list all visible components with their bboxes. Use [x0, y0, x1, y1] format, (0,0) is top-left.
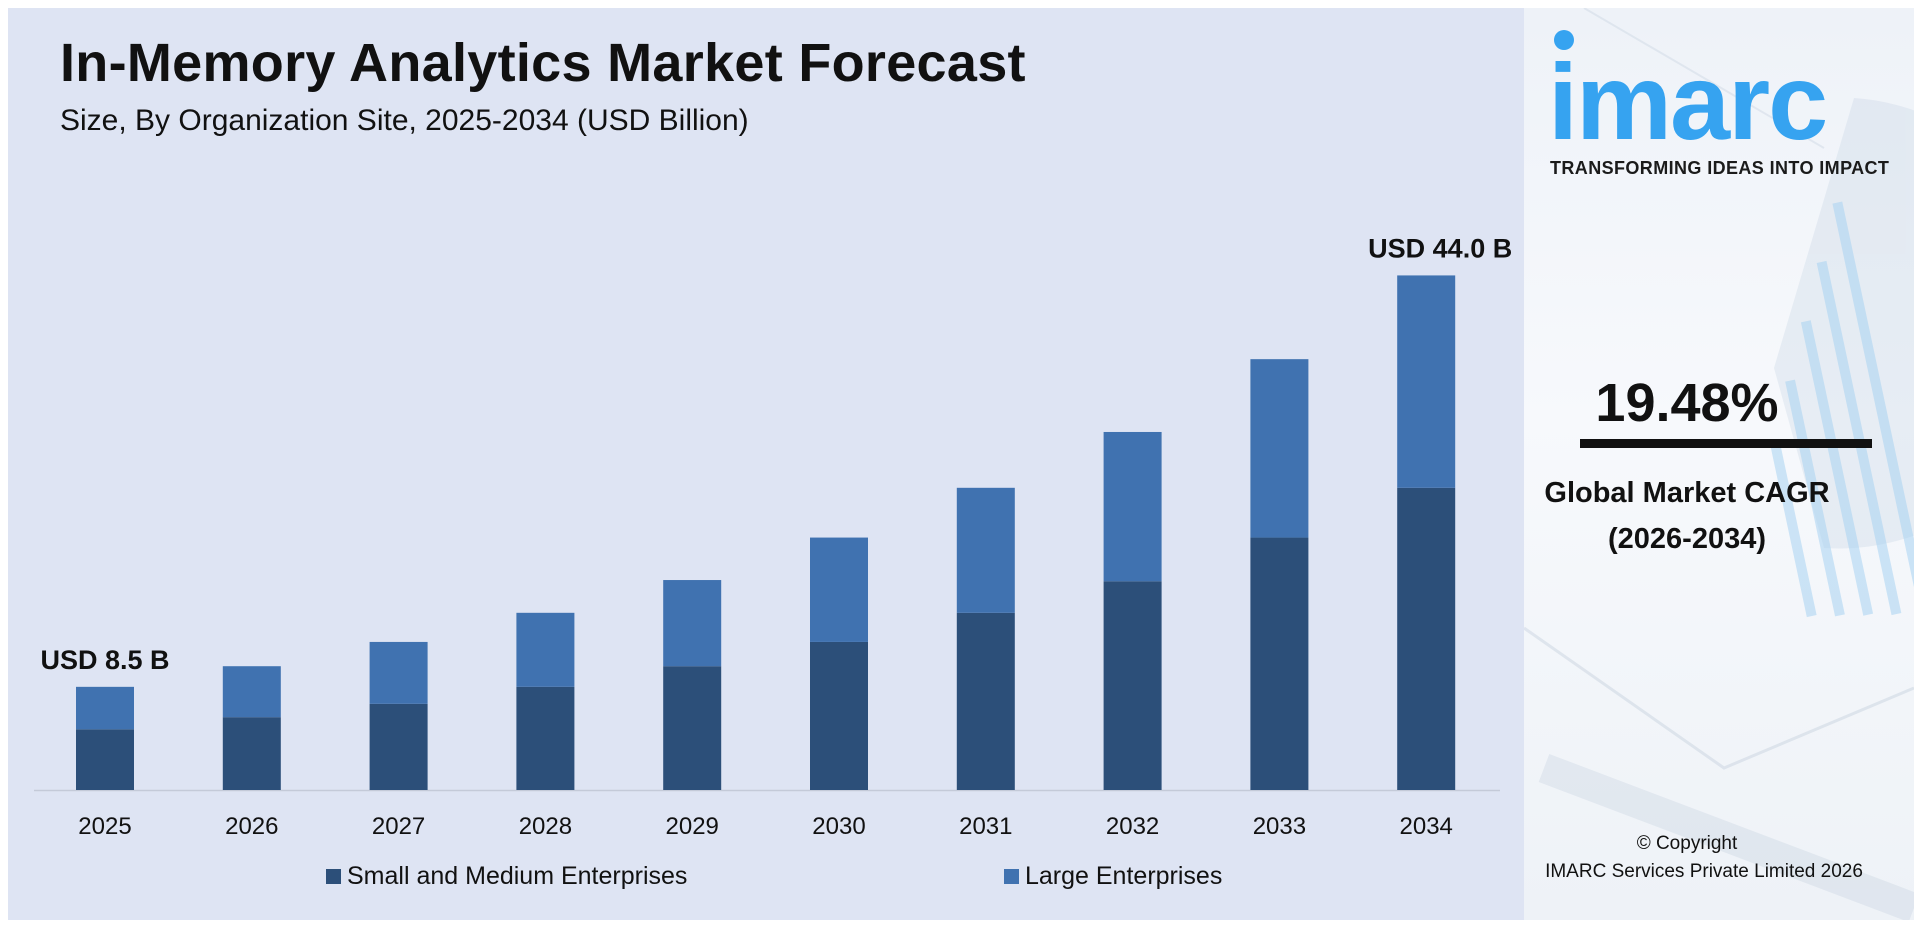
bar-sme-2028: [516, 686, 575, 790]
bar-sme-2032: [1103, 581, 1162, 790]
copyright-line-2: IMARC Services Private Limited 2026: [1545, 861, 1863, 882]
x-tick-label: 2031: [959, 813, 1012, 840]
value-annotation: USD 8.5 B: [40, 645, 169, 675]
bar-large-2025: [76, 686, 134, 730]
cagr-divider: [1580, 439, 1872, 448]
x-tick-label: 2028: [519, 813, 572, 840]
bar-large-2029: [663, 580, 722, 667]
cagr-label: Global Market CAGR (2026-2034): [1524, 470, 1850, 562]
x-tick-label: 2032: [1106, 813, 1159, 840]
cagr-label-line-2: (2026-2034): [1608, 523, 1766, 555]
bar-sme-2034: [1397, 487, 1456, 790]
bar-large-2033: [1250, 359, 1309, 538]
copyright-line-1: © Copyright: [1636, 833, 1738, 854]
bar-sme-2029: [663, 666, 722, 790]
bar-sme-2025: [76, 729, 134, 790]
value-annotation: USD 44.0 B: [1368, 233, 1512, 263]
x-tick-label: 2027: [372, 813, 425, 840]
imarc-logo: imarc: [1548, 41, 1828, 162]
bar-large-2030: [810, 537, 868, 642]
bar-sme-2026: [222, 717, 281, 790]
chart-subtitle: Size, By Organization Site, 2025-2034 (U…: [60, 104, 749, 137]
bar-sme-2031: [956, 612, 1015, 790]
x-tick-label: 2026: [225, 813, 278, 840]
side-panel: imarc TRANSFORMING IDEAS INTO IMPACT 19.…: [1524, 8, 1914, 920]
x-tick-label: 2033: [1253, 813, 1306, 840]
legend-item-sme: Small and Medium Enterprises: [326, 860, 687, 892]
cagr-label-line-1: Global Market CAGR: [1544, 477, 1830, 509]
x-tick-label: 2034: [1400, 813, 1453, 840]
bar-large-2031: [956, 487, 1015, 613]
bar-large-2027: [369, 641, 428, 704]
legend-item-large: Large Enterprises: [1004, 860, 1222, 892]
bar-chart: 2025 2026 2027 2028 2029 2030 2031 2032 2033 2034…: [34, 233, 1512, 840]
bar-large-2034: [1397, 275, 1456, 488]
bar-large-2026: [222, 666, 281, 718]
bar-large-2028: [516, 612, 575, 687]
logo-tagline: TRANSFORMING IDEAS INTO IMPACT: [1550, 158, 1890, 178]
background-chart-decoration: [1524, 8, 1914, 920]
infographic: In-Memory Analytics Market Forecast Size…: [8, 8, 1914, 920]
legend-swatch-large: [1004, 868, 1019, 884]
x-tick-label: 2025: [78, 813, 131, 840]
cagr-value: 19.48%: [1595, 373, 1779, 433]
bar-large-2032: [1103, 431, 1162, 582]
x-tick-label: 2030: [812, 813, 865, 840]
legend-label-large: Large Enterprises: [1025, 861, 1223, 890]
chart-panel: In-Memory Analytics Market Forecast Size…: [8, 8, 1524, 920]
legend-swatch-sme: [326, 868, 341, 884]
bar-sme-2033: [1250, 537, 1309, 790]
logo-dot-icon: [1554, 30, 1574, 50]
bar-sme-2027: [369, 703, 428, 790]
x-tick-label: 2029: [666, 813, 719, 840]
legend-label-sme: Small and Medium Enterprises: [347, 861, 688, 890]
bar-sme-2030: [810, 641, 868, 790]
chart-title: In-Memory Analytics Market Forecast: [60, 33, 1026, 93]
